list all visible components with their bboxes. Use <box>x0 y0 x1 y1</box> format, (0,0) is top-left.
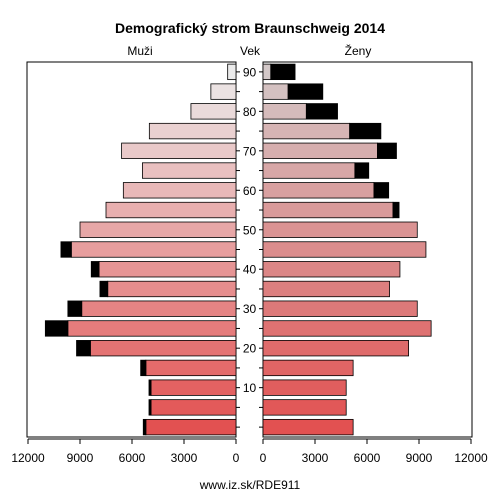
female-bar-85-89 <box>262 83 289 100</box>
age-tick-label: 10 <box>243 381 257 395</box>
female-bar-25-29 <box>262 320 432 337</box>
male-surplus-5-9 <box>148 399 152 416</box>
male-bar-80-84 <box>190 103 237 120</box>
age-tick-label: 70 <box>243 144 257 158</box>
male-bar-10-14 <box>150 379 237 396</box>
left-x-tick-label: 12000 <box>11 451 45 465</box>
footer-url: www.iz.sk/RDE911 <box>199 478 301 492</box>
left-x-tick-label: 3000 <box>171 451 198 465</box>
age-tick-label: 50 <box>243 223 257 237</box>
male-bar-40-44 <box>98 261 237 278</box>
male-bar-30-34 <box>81 300 237 317</box>
male-bar-85-89 <box>210 83 237 100</box>
male-bar-45-49 <box>70 241 237 258</box>
age-tick-label: 90 <box>243 65 257 79</box>
male-bar-0-4 <box>145 418 237 436</box>
age-tick-label: 30 <box>243 302 257 316</box>
male-surplus-15-19 <box>140 359 147 377</box>
age-tick-label: 40 <box>243 263 257 277</box>
right-x-tick-label: 12000 <box>454 451 488 465</box>
right-label: Ženy <box>345 43 372 58</box>
male-surplus-25-29 <box>44 320 69 337</box>
female-surplus-75-79 <box>349 122 382 140</box>
center-label: Vek <box>240 44 261 58</box>
female-bar-80-84 <box>262 103 307 120</box>
female-bar-65-69 <box>262 162 356 179</box>
right-x-tick-label: 9000 <box>406 451 433 465</box>
female-surplus-80-84 <box>305 103 338 120</box>
right-x-tick-label: 3000 <box>302 451 329 465</box>
left-x-tick-label: 6000 <box>119 451 146 465</box>
female-surplus-65-69 <box>354 162 370 179</box>
female-surplus-70-74 <box>376 142 397 159</box>
male-bar-90+ <box>227 63 237 81</box>
right-x-tick-label: 6000 <box>354 451 381 465</box>
age-tick-label: 60 <box>243 184 257 198</box>
male-surplus-20-24 <box>76 340 91 357</box>
female-bar-55-59 <box>262 201 394 219</box>
left-x-tick-label: 0 <box>233 451 240 465</box>
male-bar-15-19 <box>145 359 237 377</box>
age-tick-label: 80 <box>243 105 257 119</box>
male-bar-25-29 <box>67 320 237 337</box>
male-bar-20-24 <box>90 340 237 357</box>
male-surplus-40-44 <box>90 261 100 278</box>
male-surplus-10-14 <box>148 379 152 396</box>
female-bar-15-19 <box>262 359 354 377</box>
left-x-tick-label: 9000 <box>67 451 94 465</box>
female-bar-60-64 <box>262 182 375 199</box>
male-bar-55-59 <box>105 201 237 219</box>
female-bar-45-49 <box>262 241 427 258</box>
chart-title: Demografický strom Braunschweig 2014 <box>115 20 385 36</box>
female-surplus-60-64 <box>373 182 390 199</box>
male-bar-5-9 <box>150 399 237 416</box>
female-bar-20-24 <box>262 340 410 357</box>
male-bar-75-79 <box>148 122 237 140</box>
female-bar-40-44 <box>262 261 401 278</box>
male-surplus-35-39 <box>99 280 109 298</box>
female-surplus-85-89 <box>287 83 324 100</box>
female-surplus-90+ <box>270 63 296 81</box>
left-label: Muži <box>127 44 152 58</box>
female-bar-50-54 <box>262 221 418 238</box>
right-x-tick-label: 0 <box>260 451 267 465</box>
male-bar-65-69 <box>141 162 237 179</box>
male-bar-50-54 <box>79 221 237 238</box>
male-bar-60-64 <box>122 182 237 199</box>
female-surplus-55-59 <box>392 201 400 219</box>
male-surplus-0-4 <box>142 418 147 436</box>
female-bar-35-39 <box>262 280 390 298</box>
male-surplus-45-49 <box>60 241 72 258</box>
age-tick-label: 20 <box>243 342 257 356</box>
female-bar-70-74 <box>262 142 378 159</box>
male-bar-35-39 <box>107 280 237 298</box>
female-bar-75-79 <box>262 122 351 140</box>
male-bar-70-74 <box>121 142 237 159</box>
female-bar-90+ <box>262 63 272 81</box>
female-bar-30-34 <box>262 300 418 317</box>
male-surplus-30-34 <box>67 300 83 317</box>
female-bar-0-4 <box>262 418 354 436</box>
female-bar-10-14 <box>262 379 347 396</box>
female-bar-5-9 <box>262 399 347 416</box>
